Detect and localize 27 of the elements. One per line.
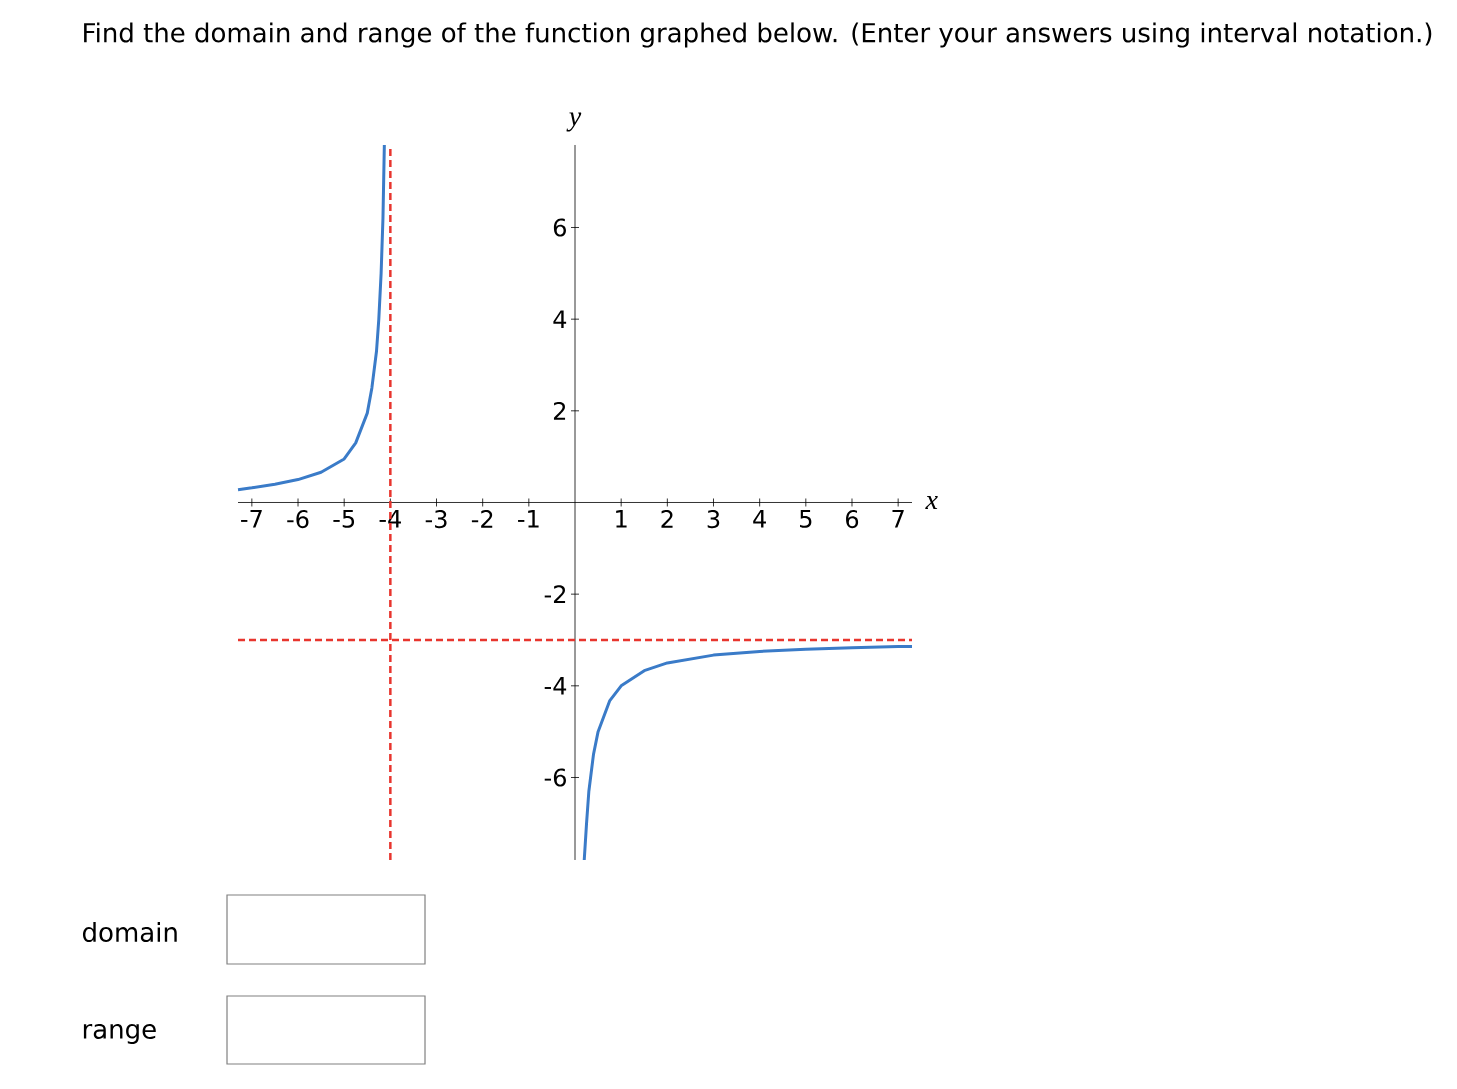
line-series [236,143,386,492]
x-tick-label: 4 [753,510,766,528]
x-tick-label: 6 [846,510,859,529]
y-tick-label: 2 [553,401,566,420]
x-tick-label: -1 [518,510,539,528]
y-axis-title: y [566,112,582,132]
y-tick-label: 6 [553,218,566,237]
text: domain [82,921,177,943]
x-tick-label: -4 [379,510,401,528]
x-tick-label: -5 [333,510,355,528]
x-tick-label: 2 [661,510,673,528]
chart-title: Find the domain and range of the function graphed below. (Enter your answers using interval notation.) [84,22,1432,48]
y-tick-label: -2 [544,585,566,604]
text: range [83,1023,156,1044]
x-tick-label: -2 [471,510,493,528]
line-series [582,644,914,862]
x-tick-label: 5 [800,510,812,528]
x-tick-label: 1 [616,510,627,528]
y-tick-label: -6 [544,768,566,787]
x-tick-label: -7 [241,510,262,528]
y-tick-label: -4 [544,677,567,695]
y-tick-label: 4 [553,310,567,328]
x-tick-label: -6 [287,510,309,529]
x-tick-label: 3 [707,510,720,529]
x-tick-label: 7 [892,510,904,528]
x-axis-title: x [925,496,938,509]
x-tick-label: -3 [425,510,447,529]
